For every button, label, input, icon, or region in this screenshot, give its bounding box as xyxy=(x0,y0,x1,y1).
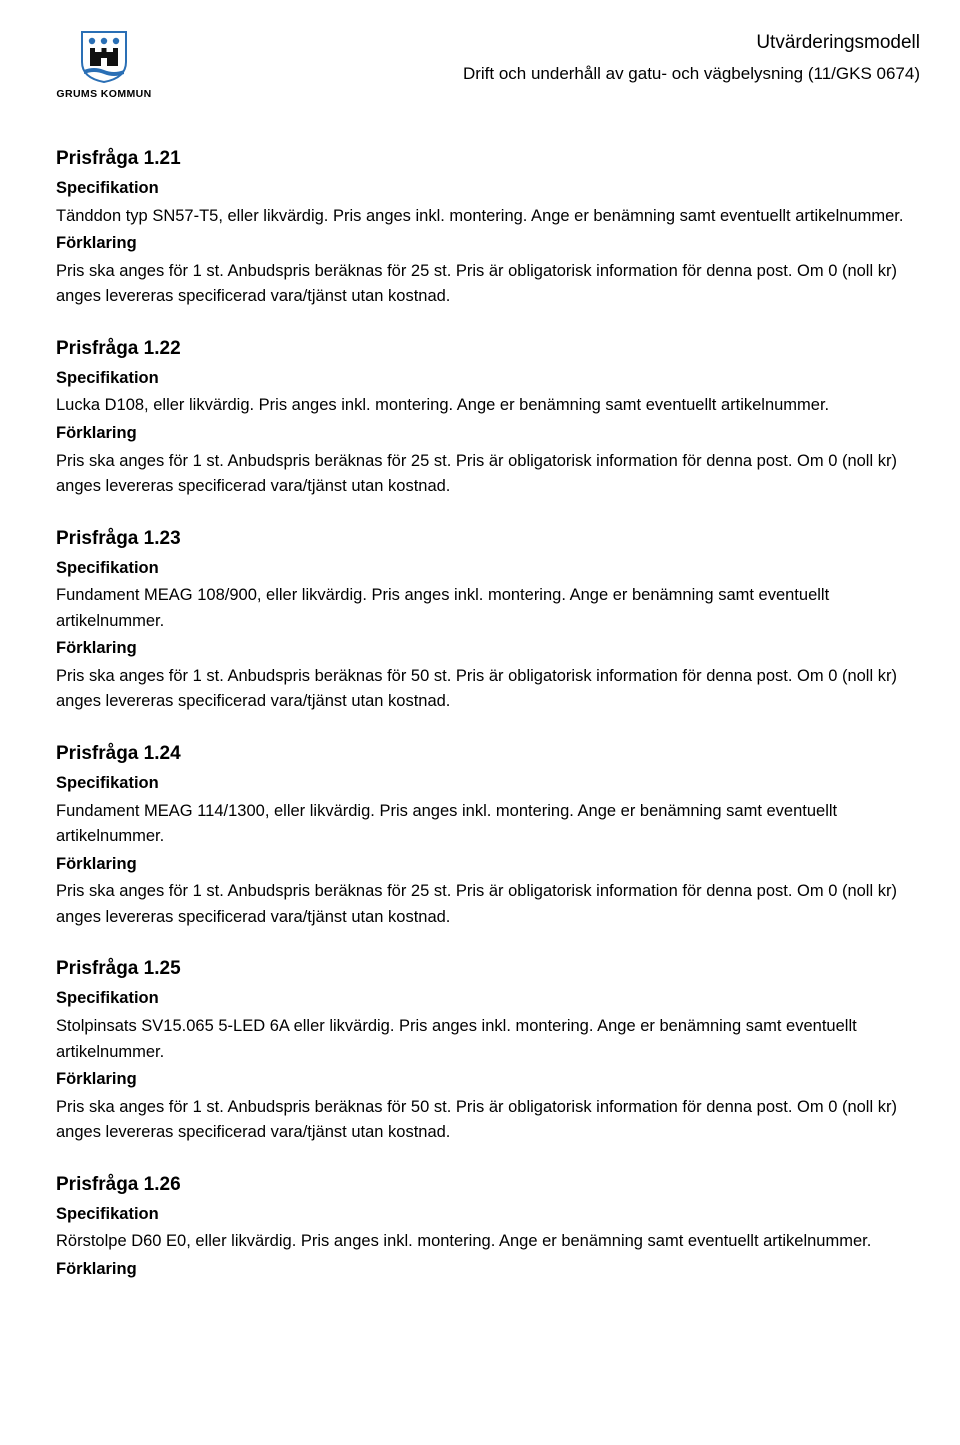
specification-label: Specifikation xyxy=(56,771,920,797)
explanation-label: Förklaring xyxy=(56,231,920,257)
shield-logo-icon xyxy=(76,28,132,84)
question-title: Prisfråga 1.25 xyxy=(56,958,920,980)
explanation-label: Förklaring xyxy=(56,421,920,447)
specification-text: Tänddon typ SN57-T5, eller likvärdig. Pr… xyxy=(56,204,920,230)
explanation-label: Förklaring xyxy=(56,1257,920,1283)
page-header: GRUMS KOMMUN Utvärderingsmodell Drift oc… xyxy=(56,28,920,100)
question-title: Prisfråga 1.21 xyxy=(56,148,920,170)
specification-text: Rörstolpe D60 E0, eller likvärdig. Pris … xyxy=(56,1229,920,1255)
doc-type: Utvärderingsmodell xyxy=(152,32,920,54)
specification-label: Specifikation xyxy=(56,176,920,202)
explanation-text: Pris ska anges för 1 st. Anbudspris berä… xyxy=(56,879,920,930)
org-name: GRUMS KOMMUN xyxy=(56,88,151,100)
specification-text: Stolpinsats SV15.065 5-LED 6A eller likv… xyxy=(56,1014,920,1065)
specification-label: Specifikation xyxy=(56,986,920,1012)
specification-text: Fundament MEAG 108/900, eller likvärdig.… xyxy=(56,583,920,634)
specification-text: Lucka D108, eller likvärdig. Pris anges … xyxy=(56,393,920,419)
question-title: Prisfråga 1.22 xyxy=(56,338,920,360)
question-title: Prisfråga 1.23 xyxy=(56,528,920,550)
question-block: Prisfråga 1.24 Specifikation Fundament M… xyxy=(56,743,920,930)
explanation-text: Pris ska anges för 1 st. Anbudspris berä… xyxy=(56,449,920,500)
org-logo-block: GRUMS KOMMUN xyxy=(56,28,152,100)
document-page: GRUMS KOMMUN Utvärderingsmodell Drift oc… xyxy=(0,0,960,1445)
specification-label: Specifikation xyxy=(56,556,920,582)
specification-label: Specifikation xyxy=(56,1202,920,1228)
question-block: Prisfråga 1.25 Specifikation Stolpinsats… xyxy=(56,958,920,1145)
question-block: Prisfråga 1.22 Specifikation Lucka D108,… xyxy=(56,338,920,500)
question-block: Prisfråga 1.21 Specifikation Tänddon typ… xyxy=(56,148,920,310)
question-block: Prisfråga 1.26 Specifikation Rörstolpe D… xyxy=(56,1174,920,1283)
explanation-label: Förklaring xyxy=(56,636,920,662)
question-block: Prisfråga 1.23 Specifikation Fundament M… xyxy=(56,528,920,715)
explanation-label: Förklaring xyxy=(56,1067,920,1093)
explanation-label: Förklaring xyxy=(56,852,920,878)
question-title: Prisfråga 1.24 xyxy=(56,743,920,765)
specification-text: Fundament MEAG 114/1300, eller likvärdig… xyxy=(56,799,920,850)
explanation-text: Pris ska anges för 1 st. Anbudspris berä… xyxy=(56,1095,920,1146)
header-titles: Utvärderingsmodell Drift och underhåll a… xyxy=(152,28,920,84)
explanation-text: Pris ska anges för 1 st. Anbudspris berä… xyxy=(56,664,920,715)
question-title: Prisfråga 1.26 xyxy=(56,1174,920,1196)
doc-title: Drift och underhåll av gatu- och vägbely… xyxy=(152,64,920,84)
explanation-text: Pris ska anges för 1 st. Anbudspris berä… xyxy=(56,259,920,310)
specification-label: Specifikation xyxy=(56,366,920,392)
